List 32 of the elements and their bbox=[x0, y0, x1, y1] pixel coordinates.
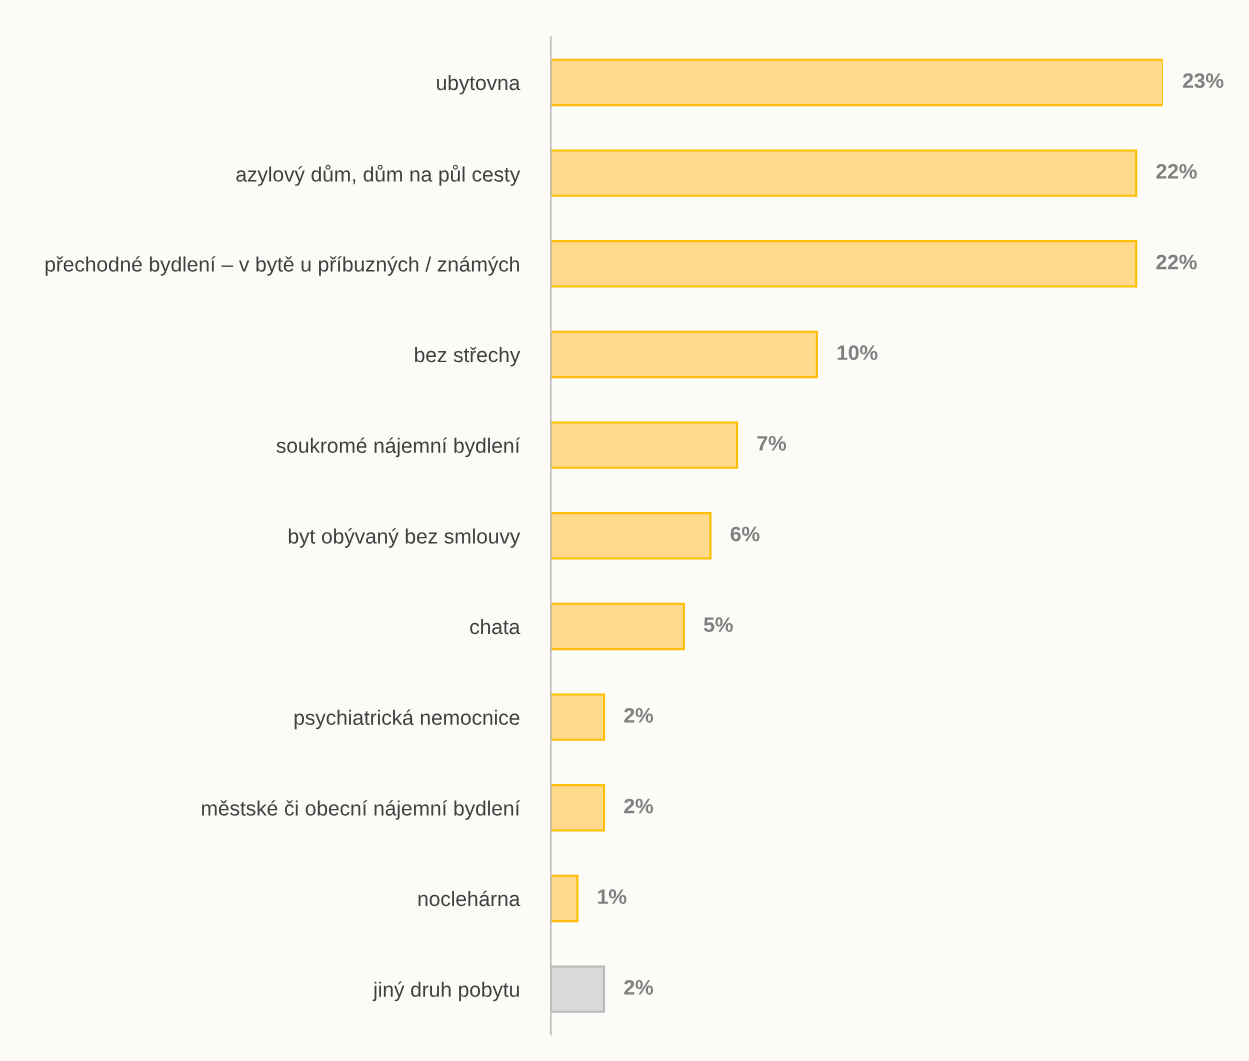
bar bbox=[550, 58, 1163, 107]
bar bbox=[550, 874, 579, 923]
y-tick-label: jiný druh pobytu bbox=[372, 981, 519, 1002]
y-tick-label: psychiatrická nemocnice bbox=[294, 709, 520, 730]
data-label: 2% bbox=[624, 707, 654, 723]
bar bbox=[550, 602, 685, 651]
y-tick-label: soukromé nájemní bydlení bbox=[276, 437, 521, 458]
data-label: 7% bbox=[757, 436, 787, 451]
data-label: 22% bbox=[1156, 254, 1197, 270]
bar bbox=[550, 693, 606, 741]
bar bbox=[550, 421, 739, 469]
data-label: 5% bbox=[703, 617, 733, 633]
y-tick-label: azylový dům, dům na půl cesty bbox=[236, 164, 521, 186]
data-label: 23% bbox=[1182, 73, 1224, 89]
y-tick-label: noclehárna bbox=[418, 890, 521, 907]
bar bbox=[550, 784, 606, 832]
data-label: 2% bbox=[624, 979, 654, 995]
y-tick-label: městské či obecní nájemní bydlení bbox=[202, 800, 521, 820]
data-label: 6% bbox=[730, 526, 760, 542]
bar bbox=[550, 330, 818, 379]
y-tick-label: byt obývaný bez smlouvy bbox=[288, 528, 521, 548]
y-tick-label: ubytovna bbox=[437, 74, 521, 95]
bar bbox=[550, 149, 1138, 197]
bar bbox=[550, 512, 712, 560]
y-tick-label: chata bbox=[470, 618, 521, 635]
data-label: 22% bbox=[1156, 163, 1197, 179]
bar bbox=[550, 240, 1138, 288]
y-tick-label: přechodné bydlení – v bytě u příbuzných / známých bbox=[45, 256, 519, 276]
data-label: 1% bbox=[598, 889, 627, 905]
data-label: 2% bbox=[624, 798, 654, 814]
y-tick-label: bez střechy bbox=[415, 346, 521, 367]
data-label: 10% bbox=[837, 345, 878, 361]
